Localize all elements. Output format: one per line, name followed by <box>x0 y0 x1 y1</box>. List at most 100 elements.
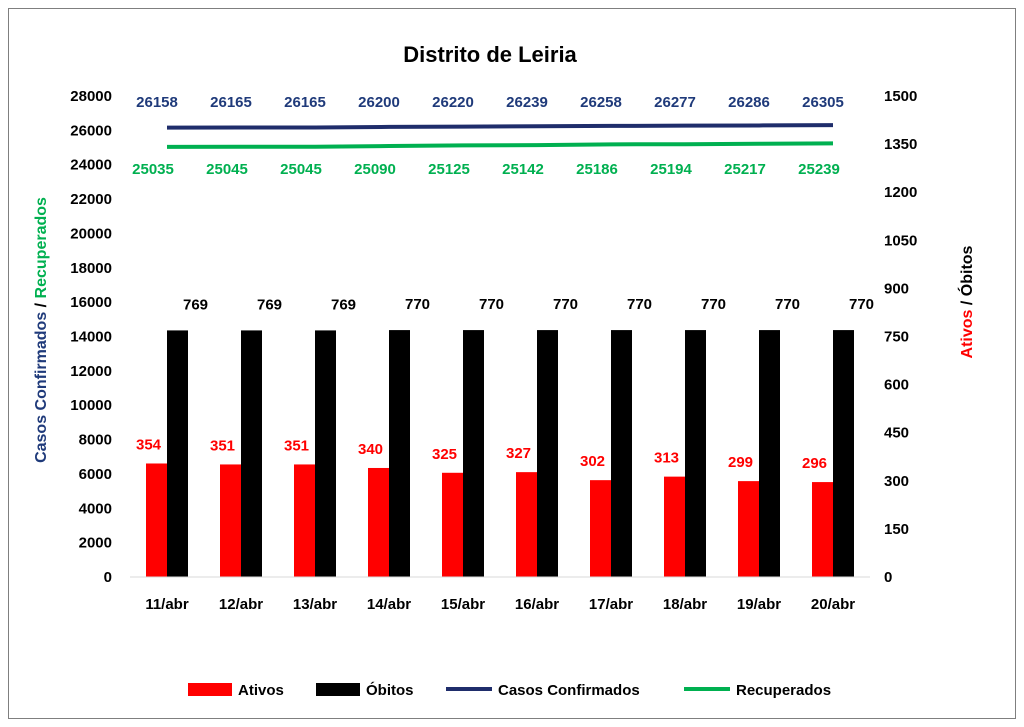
bar-bitos <box>759 330 780 577</box>
data-label-recuperados: 25217 <box>724 161 766 178</box>
data-label-obitos: 770 <box>405 296 430 313</box>
left-tick-label: 10000 <box>70 397 112 414</box>
data-label-obitos: 770 <box>553 296 578 313</box>
bar-ativos <box>738 481 759 577</box>
data-label-casos-confirmados: 26165 <box>284 94 326 111</box>
data-label-recuperados: 25142 <box>502 161 544 178</box>
left-tick-label: 6000 <box>79 466 112 483</box>
x-tick-label: 18/abr <box>663 596 707 613</box>
line-recuperados <box>166 141 834 149</box>
x-tick-label: 14/abr <box>367 596 411 613</box>
bar-ativos <box>368 467 389 577</box>
left-tick-label: 8000 <box>79 432 112 449</box>
x-tick-label: 11/abr <box>145 596 189 613</box>
data-label-casos-confirmados: 26286 <box>728 94 770 111</box>
x-tick-label: 20/abr <box>811 596 855 613</box>
x-tick-label: 15/abr <box>441 596 485 613</box>
data-label-casos-confirmados: 26165 <box>210 94 252 111</box>
x-tick-label: 12/abr <box>219 596 263 613</box>
right-tick-label: 1500 <box>884 88 917 105</box>
left-tick-label: 26000 <box>70 122 112 139</box>
data-label-obitos: 769 <box>257 296 282 313</box>
right-tick-label: 1200 <box>884 184 917 201</box>
data-label-recuperados: 25125 <box>428 161 470 178</box>
bar-ativos <box>812 482 833 577</box>
right-axis-title: Ativos / Óbitos <box>957 245 976 358</box>
data-label-ativos: 296 <box>802 455 827 472</box>
legend-label-casos-confirmados: Casos Confirmados <box>498 682 640 699</box>
bar-ativos <box>442 472 463 577</box>
data-label-ativos: 354 <box>136 436 162 453</box>
left-tick-label: 16000 <box>70 294 112 311</box>
x-tick-label: 13/abr <box>293 596 337 613</box>
left-tick-label: 2000 <box>79 535 112 552</box>
data-label-ativos: 327 <box>506 445 531 462</box>
bar-bitos <box>537 330 558 577</box>
data-label-casos-confirmados: 26277 <box>654 94 696 111</box>
bar-bitos <box>611 330 632 577</box>
right-tick-label: 150 <box>884 521 909 538</box>
bar-ativos <box>220 464 241 577</box>
legend-label-obitos: Óbitos <box>366 681 414 699</box>
line-casos-confirmados <box>166 123 834 130</box>
bar-bitos <box>833 330 854 577</box>
data-label-ativos: 313 <box>654 450 679 467</box>
data-label-recuperados: 25090 <box>354 161 396 178</box>
data-label-ativos: 351 <box>210 437 235 454</box>
x-tick-label: 19/abr <box>737 596 781 613</box>
data-label-ativos: 299 <box>728 454 753 471</box>
legend-label-ativos: Ativos <box>238 682 284 699</box>
left-tick-label: 20000 <box>70 225 112 242</box>
bar-ativos <box>146 463 167 577</box>
left-tick-label: 12000 <box>70 363 112 380</box>
data-label-ativos: 325 <box>432 446 457 463</box>
right-tick-label: 300 <box>884 473 909 490</box>
right-axis-title-separator: / <box>959 296 976 309</box>
data-label-obitos: 770 <box>775 296 800 313</box>
data-label-obitos: 769 <box>183 296 208 313</box>
left-tick-label: 4000 <box>79 500 112 517</box>
x-axis-ticks: 11/abr 12/abr 13/abr 14/abr 15/abr 16/abr 17/a… <box>145 596 855 613</box>
data-label-recuperados: 25045 <box>206 161 248 178</box>
bar-bitos <box>463 330 484 577</box>
left-axis-title: Casos Confirmados / Recuperados <box>33 197 50 463</box>
bar-bitos <box>389 330 410 577</box>
right-tick-label: 1350 <box>884 136 917 153</box>
left-tick-label: 28000 <box>70 88 112 105</box>
data-label-obitos: 770 <box>627 296 652 313</box>
data-label-obitos: 769 <box>331 296 356 313</box>
right-tick-label: 450 <box>884 425 909 442</box>
data-label-obitos: 770 <box>849 296 874 313</box>
lines-group <box>166 123 834 149</box>
left-tick-label: 0 <box>104 569 112 586</box>
data-label-casos-confirmados: 26200 <box>358 94 400 111</box>
data-label-casos-confirmados: 26158 <box>136 94 178 111</box>
bar-ativos <box>664 476 685 577</box>
data-label-casos-confirmados: 26258 <box>580 94 622 111</box>
legend-swatch-obitos <box>316 683 360 696</box>
data-label-recuperados: 25186 <box>576 161 618 178</box>
left-tick-label: 22000 <box>70 191 112 208</box>
right-tick-label: 0 <box>884 569 892 586</box>
data-label-ativos: 340 <box>358 441 383 458</box>
data-label-ativos: 302 <box>580 453 605 470</box>
left-tick-label: 18000 <box>70 260 112 277</box>
data-label-ativos: 351 <box>284 437 309 454</box>
right-tick-label: 600 <box>884 377 909 394</box>
right-axis-ticks: 0 150 300 450 600 750 900 1050 1200 1350 1500 <box>884 88 917 586</box>
chart-title: Distrito de Leiria <box>403 42 577 67</box>
data-label-obitos: 770 <box>701 296 726 313</box>
bar-bitos <box>241 330 262 577</box>
right-tick-label: 750 <box>884 329 909 346</box>
x-tick-label: 17/abr <box>589 596 633 613</box>
data-label-recuperados: 25045 <box>280 161 322 178</box>
bar-ativos <box>516 472 537 577</box>
bar-ativos <box>294 464 315 577</box>
data-label-recuperados: 25035 <box>132 161 174 178</box>
left-axis-ticks: 0 2000 4000 6000 8000 10000 12000 14000 16000 180… <box>70 88 112 586</box>
bar-ativos <box>590 480 611 577</box>
legend-swatch-ativos <box>188 683 232 696</box>
data-label-casos-confirmados: 26220 <box>432 94 474 111</box>
left-tick-label: 14000 <box>70 329 112 346</box>
